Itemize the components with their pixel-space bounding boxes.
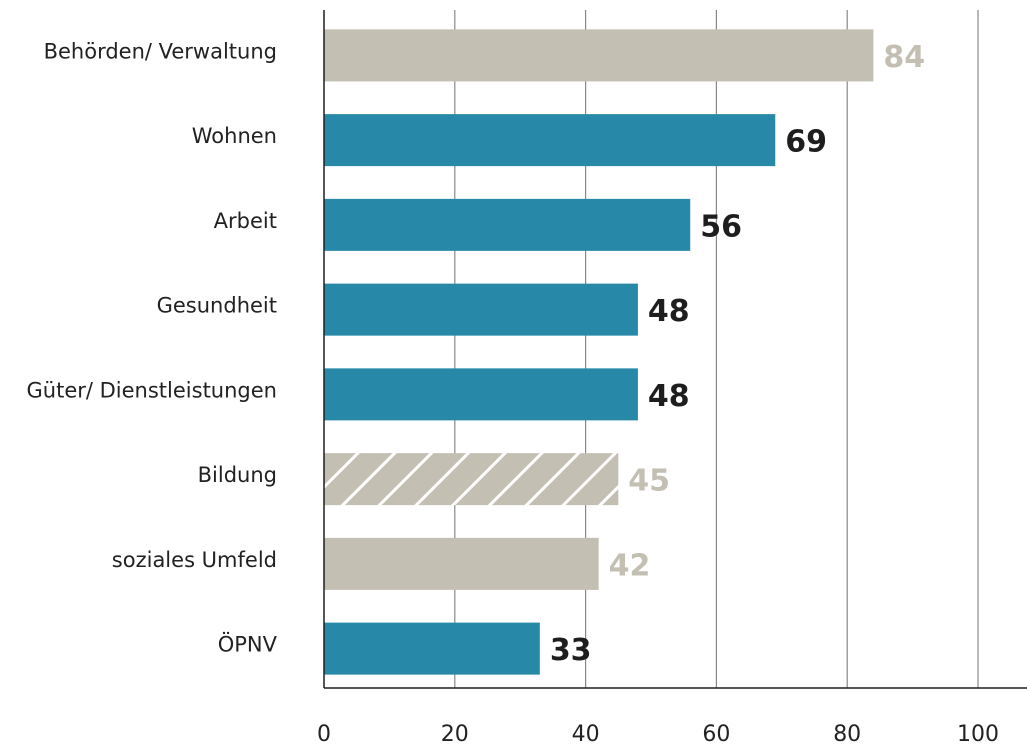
bar — [324, 29, 874, 82]
category-label: soziales Umfeld — [112, 548, 277, 572]
bar — [324, 283, 638, 336]
value-label: 56 — [700, 209, 742, 244]
bar — [324, 453, 619, 506]
x-tick-label: 80 — [833, 722, 861, 747]
value-label: 48 — [648, 294, 690, 329]
category-label: Behörden/ Verwaltung — [44, 39, 277, 63]
value-label: 45 — [628, 464, 670, 499]
bar — [324, 368, 638, 421]
x-tick-label: 100 — [957, 722, 999, 747]
bar — [324, 537, 599, 590]
value-label: 48 — [648, 379, 690, 414]
category-label: Bildung — [198, 463, 277, 487]
category-label: Gesundheit — [157, 294, 277, 318]
bar — [324, 622, 540, 675]
category-label: ÖPNV — [218, 632, 278, 657]
value-label: 33 — [550, 633, 592, 668]
x-tick-label: 60 — [702, 722, 730, 747]
value-label: 69 — [785, 125, 827, 160]
category-label: Arbeit — [214, 209, 277, 233]
bar — [324, 198, 691, 251]
category-label: Güter/ Dienstleistungen — [27, 378, 277, 402]
value-label: 42 — [609, 548, 651, 583]
x-tick-label: 20 — [441, 722, 469, 747]
category-label: Wohnen — [192, 124, 277, 148]
bar — [324, 114, 776, 167]
x-tick-label: 40 — [572, 722, 600, 747]
value-label: 84 — [883, 40, 925, 75]
x-tick-label: 0 — [317, 722, 331, 747]
